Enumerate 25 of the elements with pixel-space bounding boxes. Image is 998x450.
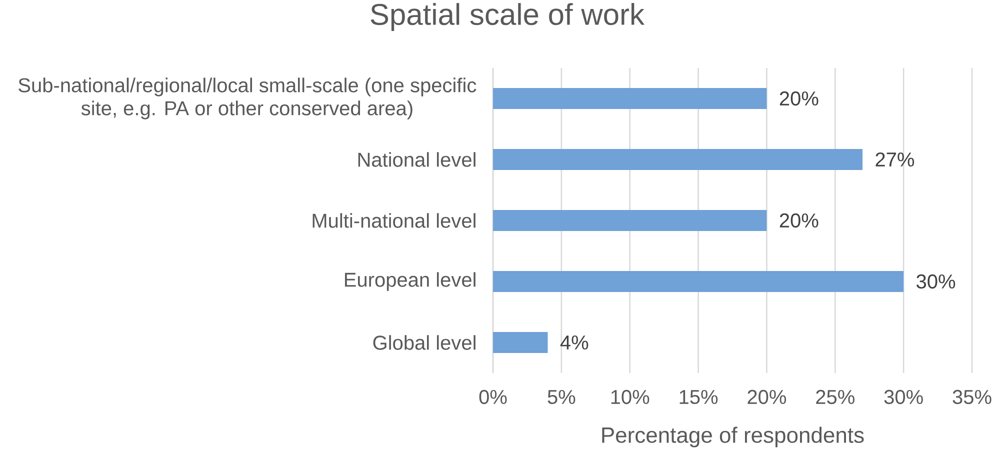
data-label: 30% xyxy=(916,274,956,289)
x-tick-label: 10% xyxy=(611,390,650,404)
y-tick-label: National level xyxy=(358,152,476,167)
y-tick-label: Multi-national level xyxy=(312,213,476,228)
y-tick-label: Sub-national/regional/local small-scale (one specific site, e.g. PA or other conserved area) xyxy=(18,78,476,120)
x-tick-label: 15% xyxy=(680,390,718,404)
data-label: 20% xyxy=(780,91,818,106)
x-tick-label: 0% xyxy=(479,390,507,404)
x-axis-title: Percentage of respondents xyxy=(602,426,864,448)
x-tick-label: 25% xyxy=(816,390,854,404)
bar xyxy=(492,271,904,292)
bar xyxy=(492,88,767,109)
x-tick-label: 30% xyxy=(884,390,923,404)
data-label: 27% xyxy=(876,152,914,167)
data-label: 20% xyxy=(780,213,818,228)
x-tick-label: 20% xyxy=(748,390,786,404)
data-label: 4% xyxy=(560,336,588,350)
bar xyxy=(492,210,767,231)
bar xyxy=(492,149,863,170)
x-tick-label: 35% xyxy=(952,390,992,404)
chart-title: Spatial scale of work xyxy=(370,3,645,31)
y-tick-label: European level xyxy=(345,272,476,291)
y-tick-label: Global level xyxy=(373,335,476,350)
bar xyxy=(492,332,548,353)
x-tick-label: 5% xyxy=(548,390,576,404)
